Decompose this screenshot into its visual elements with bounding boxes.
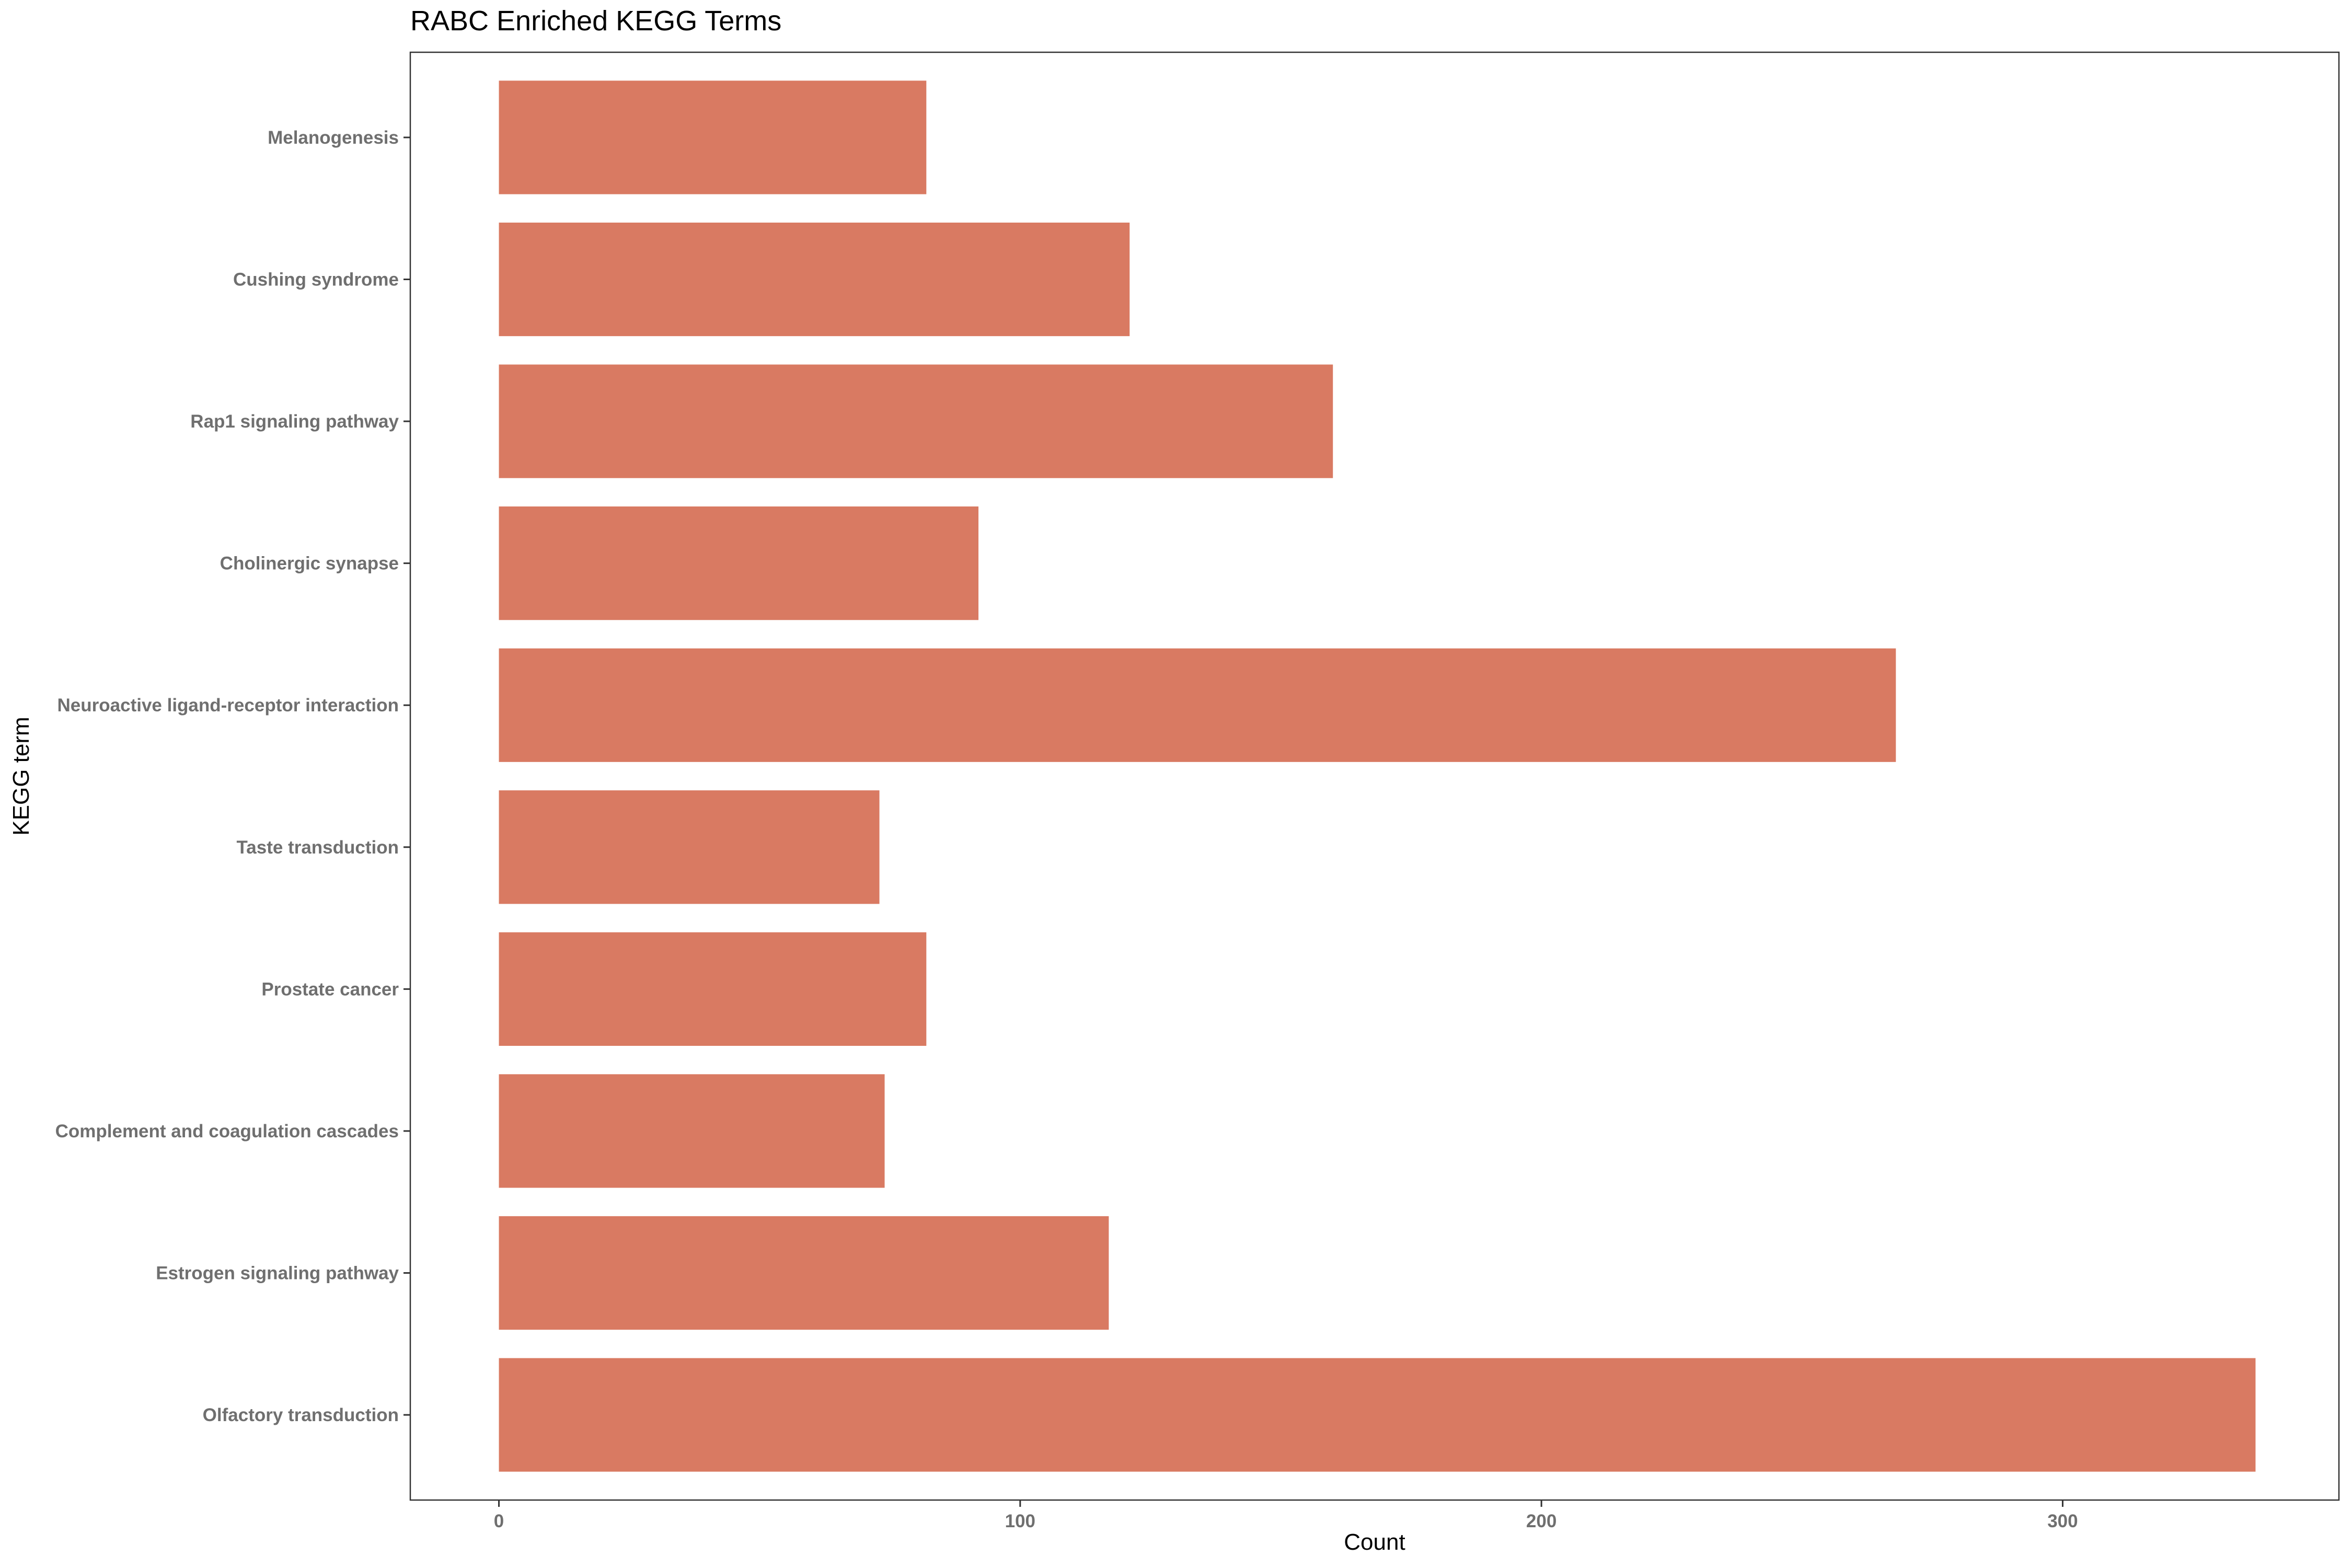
bar-cushing-syndrome — [499, 222, 1130, 337]
y-tick-label: Cholinergic synapse — [220, 554, 399, 574]
y-tick-label: Neuroactive ligand-receptor interaction — [57, 695, 399, 716]
y-tick-label: Prostate cancer — [261, 979, 399, 999]
x-axis: 0 100 200 300 — [494, 1500, 2078, 1531]
y-tick-label: Complement and coagulation cascades — [55, 1121, 399, 1142]
bar-prostate-cancer — [499, 932, 927, 1046]
y-tick-label: Melanogenesis — [268, 128, 399, 148]
bar-estrogen-signaling-pathway — [499, 1216, 1109, 1330]
y-tick-label: Cushing syndrome — [233, 270, 399, 290]
bar-cholinergic-synapse — [499, 506, 979, 620]
x-tick-label: 300 — [2047, 1511, 2078, 1531]
x-tick-label: 0 — [494, 1511, 504, 1531]
y-tick-label: Estrogen signaling pathway — [156, 1263, 399, 1283]
bars-layer — [499, 80, 2256, 1472]
chart-title: RABC Enriched KEGG Terms — [410, 5, 781, 37]
y-tick-label: Taste transduction — [236, 837, 399, 858]
x-axis-title: Count — [1344, 1529, 1405, 1555]
y-tick-label: Olfactory transduction — [203, 1405, 399, 1425]
x-tick-label: 100 — [1005, 1511, 1035, 1531]
y-tick-label: Rap1 signaling pathway — [190, 411, 399, 432]
plot-panel — [409, 51, 2340, 1501]
y-axis-title: KEGG term — [8, 717, 34, 835]
bar-rap1-signaling-pathway — [499, 364, 1333, 478]
bar-melanogenesis — [499, 80, 927, 194]
bar-olfactory-transduction — [499, 1358, 2256, 1472]
bar-neuroactive-ligand-receptor-interaction — [499, 648, 1896, 762]
y-axis: Olfactory transduction Estrogen signaling… — [55, 128, 410, 1425]
x-tick-label: 200 — [1526, 1511, 1557, 1531]
bar-complement-and-coagulation-cascades — [499, 1074, 885, 1188]
bar-taste-transduction — [499, 790, 880, 904]
